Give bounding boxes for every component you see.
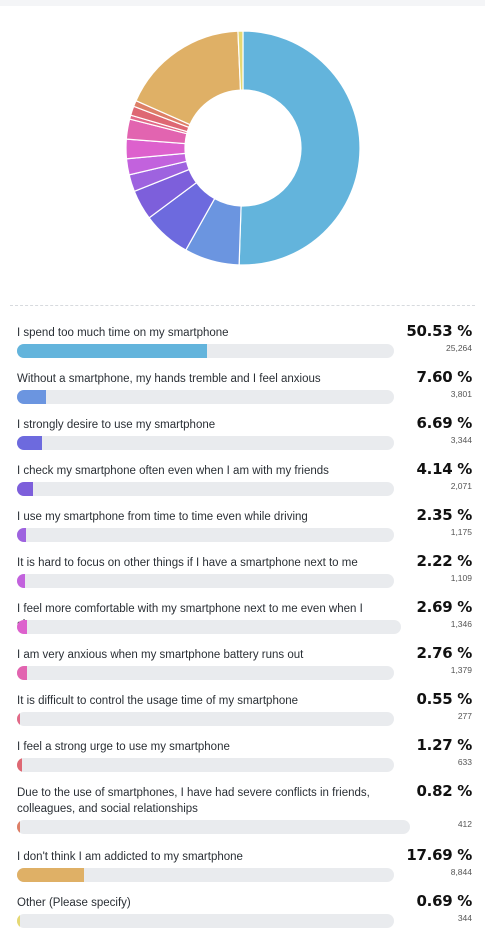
- option-label: It is difficult to control the usage tim…: [17, 695, 299, 707]
- donut-slice-13[interactable]: [237, 30, 244, 91]
- progress-track: [17, 758, 394, 772]
- progress-fill: [17, 620, 28, 634]
- progress-track: [17, 482, 394, 496]
- option-label: I spend too much time on my smartphone: [17, 327, 229, 339]
- option-count: 344: [457, 913, 472, 923]
- option-count: 277: [457, 711, 472, 721]
- option-label: I check my smartphone often even when I …: [17, 465, 329, 477]
- option-label: Due to the use of smartphones, I have ha…: [17, 787, 370, 815]
- progress-track: [17, 620, 401, 634]
- option-percentage: 4.14 %: [416, 460, 473, 478]
- option-count: 3,344: [450, 435, 472, 445]
- progress-track: [17, 436, 394, 450]
- progress-track: [17, 666, 394, 680]
- progress-track: [17, 390, 394, 404]
- donut-chart: [125, 30, 361, 266]
- progress-fill: [17, 436, 43, 450]
- progress-track: [17, 914, 394, 928]
- option-count: 1,109: [450, 573, 472, 583]
- option-label: I don't think I am addicted to my smartp…: [17, 851, 243, 863]
- option-count: 2,071: [450, 481, 472, 491]
- progress-track: [17, 820, 410, 834]
- option-percentage: 2.69 %: [416, 598, 473, 616]
- progress-fill: [17, 868, 84, 882]
- option-label: I strongly desire to use my smartphone: [17, 419, 216, 431]
- progress-track: [17, 574, 394, 588]
- progress-fill: [17, 666, 28, 680]
- progress-fill: [17, 820, 21, 834]
- option-percentage: 6.69 %: [416, 414, 473, 432]
- option-percentage: 0.82 %: [416, 782, 473, 800]
- option-percentage: 0.69 %: [416, 892, 473, 910]
- option-label: I use my smartphone from time to time ev…: [17, 511, 308, 523]
- progress-fill: [17, 914, 20, 928]
- option-percentage: 17.69 %: [406, 846, 472, 864]
- option-percentage: 1.27 %: [416, 736, 473, 754]
- option-count: 25,264: [446, 343, 472, 353]
- progress-fill: [17, 344, 208, 358]
- option-count: 633: [457, 757, 472, 767]
- progress-fill: [17, 712, 20, 726]
- option-label: Without a smartphone, my hands tremble a…: [17, 373, 321, 385]
- option-label: Other (Please specify): [17, 897, 131, 909]
- option-count: 8,844: [450, 867, 472, 877]
- option-count: 412: [457, 819, 472, 829]
- option-percentage: 2.22 %: [416, 552, 473, 570]
- progress-track: [17, 868, 394, 882]
- progress-track: [17, 344, 394, 358]
- option-count: 1,379: [450, 665, 472, 675]
- option-label: It is hard to focus on other things if I…: [17, 557, 358, 569]
- option-count: 3,801: [450, 389, 472, 399]
- donut-slice-1[interactable]: [238, 30, 361, 266]
- option-percentage: 7.60 %: [416, 368, 473, 386]
- progress-fill: [17, 390, 46, 404]
- option-label: I am very anxious when my smartphone bat…: [17, 649, 304, 661]
- progress-fill: [17, 758, 22, 772]
- option-count: 1,346: [450, 619, 472, 629]
- option-label: I feel a strong urge to use my smartphon…: [17, 741, 230, 753]
- option-count: 1,175: [450, 527, 472, 537]
- top-strip: [0, 0, 485, 6]
- progress-fill: [17, 574, 26, 588]
- progress-track: [17, 528, 394, 542]
- progress-track: [17, 712, 394, 726]
- option-percentage: 2.35 %: [416, 506, 473, 524]
- progress-fill: [17, 482, 33, 496]
- option-percentage: 2.76 %: [416, 644, 473, 662]
- option-percentage: 50.53 %: [406, 322, 472, 340]
- option-percentage: 0.55 %: [416, 690, 473, 708]
- divider: [10, 305, 475, 306]
- progress-fill: [17, 528, 26, 542]
